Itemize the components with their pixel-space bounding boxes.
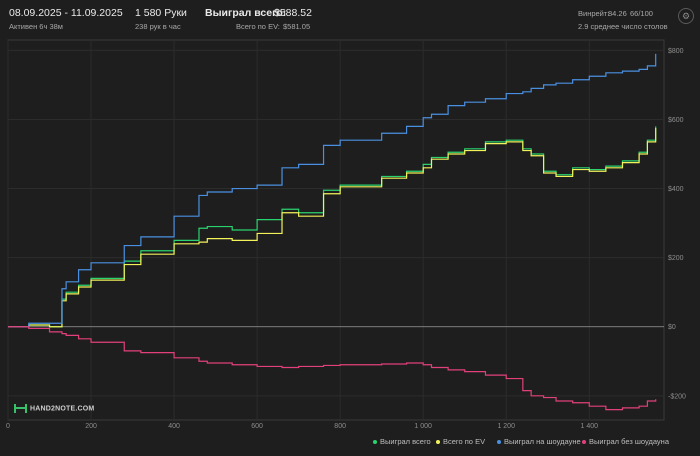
y-tick-label: $800 bbox=[668, 48, 684, 55]
legend-dot-icon bbox=[497, 440, 501, 445]
logo-text: HAND2NOTE.COM bbox=[30, 405, 95, 413]
series-line bbox=[8, 128, 657, 328]
y-tick-label: $0 bbox=[668, 324, 676, 331]
hands-per-hour: 238 рук в час bbox=[135, 22, 181, 31]
x-tick-label: 1 000 bbox=[414, 423, 432, 430]
x-tick-label: 200 bbox=[85, 423, 97, 430]
legend-label: Выиграл всего bbox=[380, 437, 431, 446]
series-line bbox=[8, 326, 657, 411]
y-tick-label: $400 bbox=[668, 186, 684, 193]
legend-label: Всего по EV bbox=[443, 437, 486, 446]
results-chart: 0 200 400 600 800 1 000 1 200 1 400 $800 $600 $400… bbox=[6, 39, 686, 430]
active-time: Активен 6ч 38м bbox=[9, 22, 63, 31]
date-range: 08.09.2025 - 11.09.2025 bbox=[9, 7, 123, 19]
y-tick-label: -$200 bbox=[668, 393, 686, 400]
legend-label: Выиграл на шоудауне bbox=[504, 437, 581, 446]
legend-dot-icon bbox=[436, 440, 440, 445]
x-tick-label: 600 bbox=[251, 423, 263, 430]
series-line bbox=[8, 126, 657, 328]
x-tick-label: 400 bbox=[168, 423, 180, 430]
legend-item[interactable]: Всего по EV bbox=[436, 437, 485, 446]
legend-dot-icon bbox=[582, 440, 586, 445]
series-line bbox=[8, 53, 657, 328]
winrate-value: 84.26 bbox=[608, 9, 627, 18]
plot-frame bbox=[7, 39, 665, 421]
winrate-suffix: 66/100 bbox=[630, 9, 653, 18]
x-tick-label: 0 bbox=[6, 423, 10, 430]
x-tick-label: 800 bbox=[334, 423, 346, 430]
legend-dot-icon bbox=[373, 440, 377, 445]
ev-total-label: Всего по EV: bbox=[236, 22, 280, 31]
winrate-label: Винрейт: bbox=[578, 9, 610, 18]
won-total-label: Выиграл всего: bbox=[205, 7, 287, 19]
legend-item[interactable]: Выиграл всего bbox=[373, 437, 431, 446]
avg-tables: 2.9 среднее число столов bbox=[578, 22, 668, 31]
won-total-value: $588.52 bbox=[274, 7, 312, 19]
gear-icon[interactable]: ⚙ bbox=[678, 8, 694, 24]
x-tick-label: 1 400 bbox=[581, 423, 599, 430]
stats-header: 08.09.2025 - 11.09.2025 Активен 6ч 38м 1… bbox=[0, 0, 700, 36]
legend-label: Выиграл без шоудауна bbox=[589, 437, 669, 446]
x-tick-label: 1 200 bbox=[497, 423, 515, 430]
y-tick-label: $600 bbox=[668, 117, 684, 124]
hand2note-logo: HAND2NOTE.COM bbox=[14, 404, 94, 413]
y-tick-label: $200 bbox=[668, 255, 684, 262]
legend-item[interactable]: Выиграл на шоудауне bbox=[497, 437, 581, 446]
legend-item[interactable]: Выиграл без шоудауна bbox=[582, 437, 669, 446]
hands-count: 1 580 Руки bbox=[135, 7, 187, 19]
ev-total-value: $581.05 bbox=[283, 22, 311, 31]
hand2note-logo-icon bbox=[14, 404, 27, 413]
